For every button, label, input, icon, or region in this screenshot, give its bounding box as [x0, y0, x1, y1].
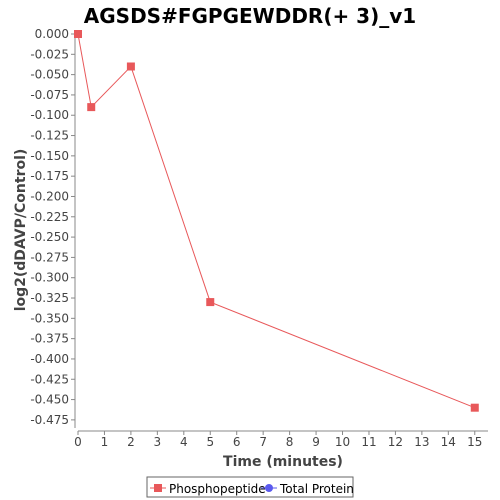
chart-title: AGSDS#FGPGEWDDR(+ 3)_v1	[84, 4, 416, 28]
y-tick-label: -0.375	[30, 332, 69, 346]
y-tick-label: -0.400	[30, 352, 69, 366]
legend: Phosphopeptide Total Protein	[146, 476, 354, 498]
y-tick-label: -0.150	[30, 149, 69, 163]
y-tick-label: -0.450	[30, 393, 69, 407]
y-tick-label: -0.175	[30, 169, 69, 183]
data-point	[470, 403, 479, 412]
x-tick-label: 5	[206, 435, 214, 449]
data-point	[206, 298, 215, 307]
x-tick-label: 9	[312, 435, 320, 449]
x-tick-label: 7	[259, 435, 267, 449]
y-tick-label: -0.225	[30, 210, 69, 224]
y-axis-label: log2(dDAVP/Control)	[13, 149, 29, 312]
legend-box	[146, 476, 354, 498]
y-tick-label: 0.000	[35, 27, 69, 41]
y-tick-label: -0.100	[30, 108, 69, 122]
x-tick-label: 6	[233, 435, 241, 449]
x-ticks: 0 1 2 3 4 5 6 7 8 9 10 11 12 13 14 15	[74, 431, 482, 449]
x-tick-label: 10	[335, 435, 350, 449]
y-tick-label: -0.200	[30, 189, 69, 203]
data-point	[74, 30, 82, 38]
x-tick-label: 8	[286, 435, 294, 449]
y-tick-label: -0.125	[30, 129, 69, 143]
y-tick-label: -0.075	[30, 88, 69, 102]
x-tick-label: 0	[74, 435, 82, 449]
legend-phosphopeptide-label: Phosphopeptide	[169, 482, 266, 496]
x-tick-label: 2	[127, 435, 135, 449]
x-tick-label: 11	[361, 435, 376, 449]
y-tick-label: -0.425	[30, 372, 69, 386]
x-tick-label: 4	[180, 435, 188, 449]
y-tick-label: -0.025	[30, 47, 69, 61]
x-tick-label: 3	[154, 435, 162, 449]
legend-total-protein-marker	[265, 484, 273, 492]
x-tick-label: 15	[467, 435, 482, 449]
y-tick-label: -0.350	[30, 311, 69, 325]
x-tick-label: 1	[101, 435, 109, 449]
x-tick-label: 14	[441, 435, 456, 449]
legend-total-protein-label: Total Protein	[279, 482, 354, 496]
data-point	[87, 103, 96, 112]
data-point	[126, 62, 135, 71]
y-tick-label: -0.325	[30, 291, 69, 305]
x-axis-label: Time (minutes)	[223, 454, 343, 470]
y-tick-label: -0.250	[30, 230, 69, 244]
x-tick-label: 13	[414, 435, 429, 449]
x-tick-label: 12	[388, 435, 403, 449]
series-layer	[74, 30, 479, 412]
y-tick-label: -0.300	[30, 271, 69, 285]
y-tick-label: -0.050	[30, 68, 69, 82]
legend-phosphopeptide-marker	[154, 484, 162, 492]
y-tick-label: -0.475	[30, 413, 69, 427]
y-tick-label: -0.275	[30, 250, 69, 264]
y-ticks: 0.000 -0.025 -0.050 -0.075 -0.100 -0.125 -0.15…	[30, 27, 75, 427]
plot-area	[78, 34, 488, 428]
